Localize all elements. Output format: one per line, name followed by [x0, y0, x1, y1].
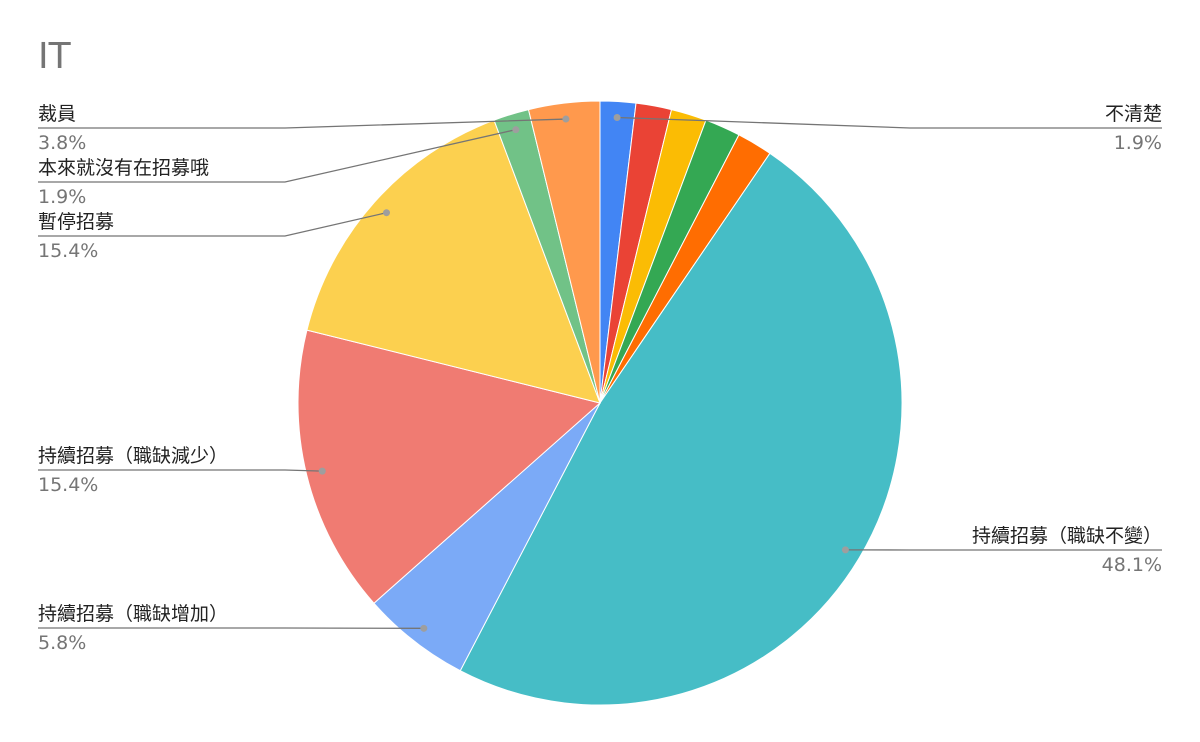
pie-slice — [306, 119, 601, 404]
slice-label: 持續招募（職缺不變） — [972, 525, 1162, 547]
pie-slice — [459, 152, 903, 706]
leader-line — [38, 212, 387, 237]
leader-line — [38, 469, 323, 472]
value-label: 1.9% — [38, 186, 86, 208]
value-label: 5.8% — [38, 632, 86, 654]
value-label: 48.1% — [1102, 554, 1162, 576]
value-label: 15.4% — [38, 240, 98, 262]
leader-dot — [613, 114, 621, 122]
leader-dot — [383, 209, 391, 217]
leader-line — [617, 116, 1162, 129]
leader-line — [38, 118, 566, 129]
leader-dot — [841, 546, 849, 554]
value-label: 3.8% — [38, 132, 86, 154]
value-label: 1.9% — [1114, 132, 1162, 154]
slice-label: 本來就沒有在招募哦 — [38, 157, 209, 179]
leader-line — [38, 129, 516, 183]
slice-label: 持續招募（職缺增加） — [38, 603, 228, 625]
slice-label: 持續招募（職缺減少） — [38, 445, 228, 467]
leader-dot — [512, 126, 520, 134]
slice-label: 不清楚 — [1105, 103, 1162, 125]
chart-title: IT — [38, 36, 72, 77]
leader-dot — [562, 115, 570, 123]
value-label: 15.4% — [38, 474, 98, 496]
slice-label: 裁員 — [38, 103, 76, 125]
leader-dot — [318, 467, 326, 475]
leader-dot — [420, 624, 428, 632]
slice-label: 暫停招募 — [38, 211, 114, 233]
pie-slice — [297, 329, 602, 604]
pie-slice — [527, 100, 601, 404]
